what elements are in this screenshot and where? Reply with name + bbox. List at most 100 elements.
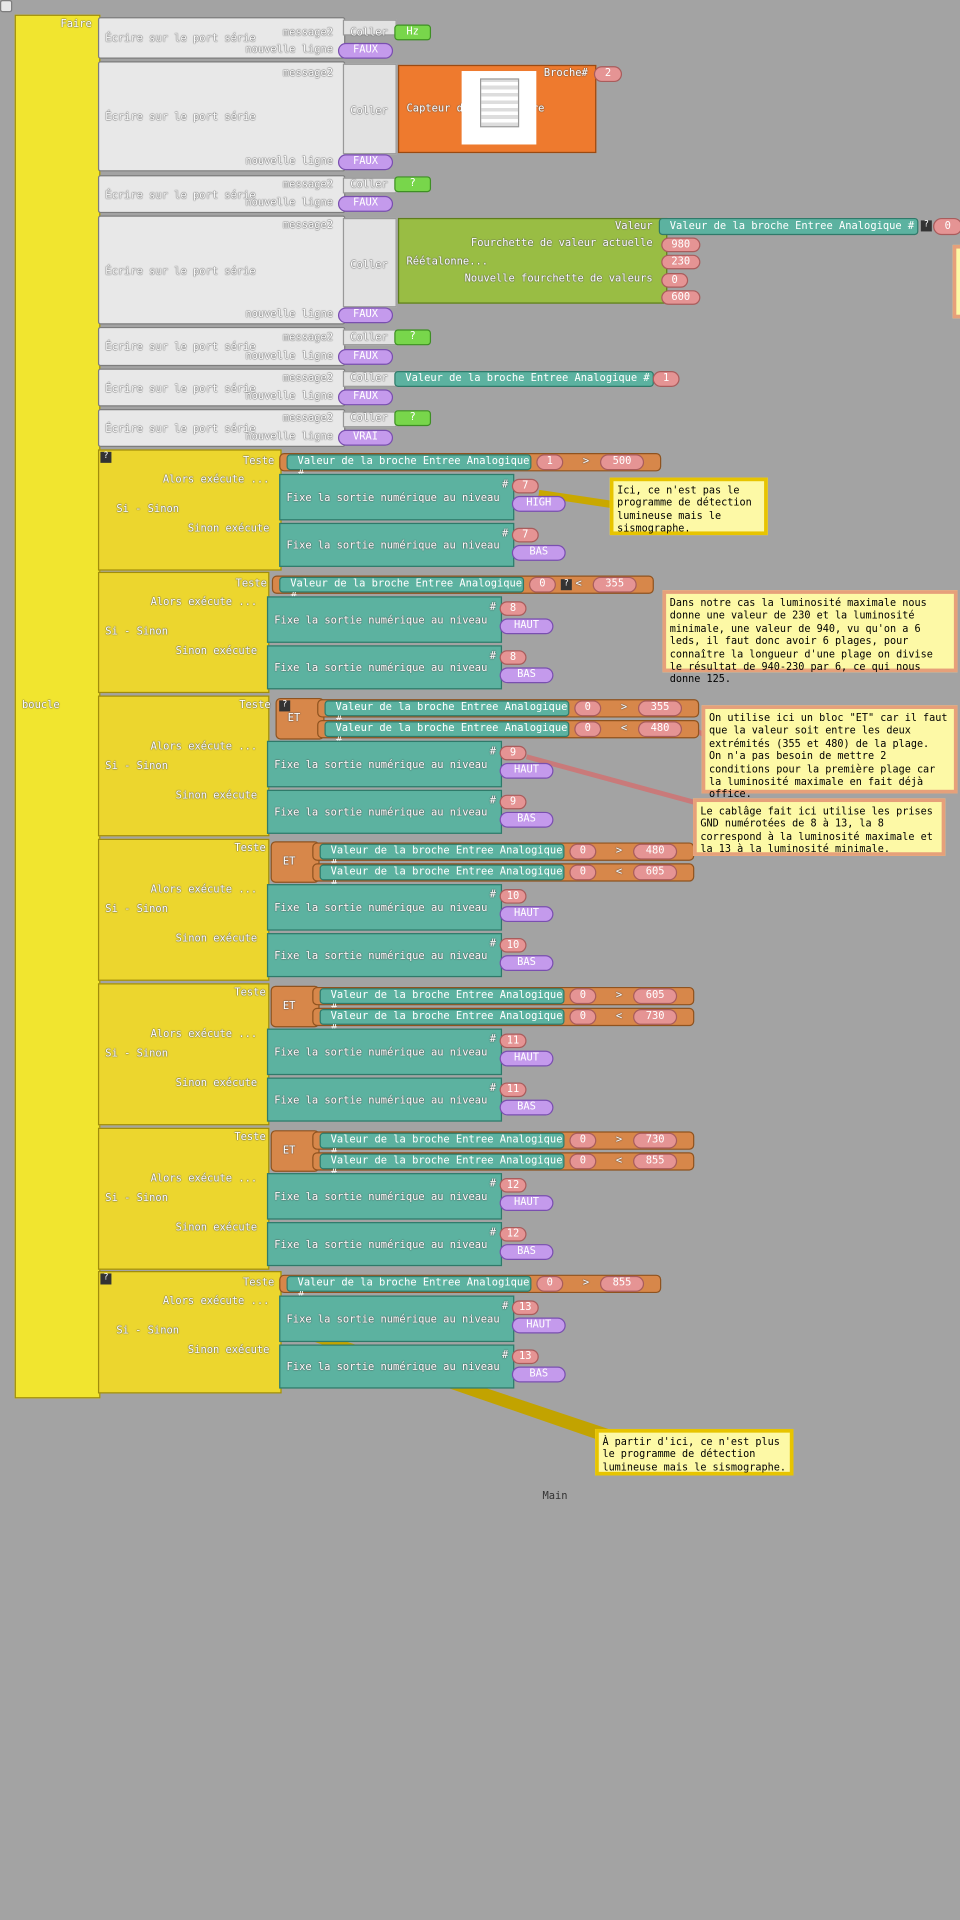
comment: Le cablâge fait ici utilise les prises G…: [693, 798, 946, 856]
newline-value: FAUX: [337, 195, 394, 212]
then-block: [279, 1295, 515, 1343]
compare-value: 355: [637, 700, 683, 717]
then-label: Alors exécute ...: [162, 473, 270, 487]
hash-label: #: [489, 888, 497, 902]
test-label: Teste: [242, 1277, 275, 1290]
if-block: [97, 571, 270, 694]
loop-label: boucle: [22, 699, 60, 712]
map-value-label: Valeur: [615, 220, 653, 233]
then-label: Alors exécute ...: [150, 1028, 258, 1041]
set-digital-label: Fixe la sortie numérique au niveau: [274, 1239, 488, 1252]
range-value: 0: [661, 273, 689, 288]
set-digital-label: Fixe la sortie numérique au niveau: [274, 1191, 488, 1204]
serial-block: [97, 61, 346, 172]
warning-icon: ?: [100, 1273, 112, 1285]
level-value: HAUT: [499, 618, 554, 635]
analog-block: Valeur de la broche Entree Analogique #: [286, 454, 532, 481]
and-block: [270, 985, 320, 1028]
operator: <: [615, 1010, 623, 1023]
pin-value: 0: [569, 988, 597, 1005]
ifelse-label: Si - Sinon: [116, 1324, 180, 1338]
else-block: [266, 1077, 503, 1122]
and-block: [275, 697, 325, 740]
and-block: [270, 841, 320, 883]
warning-icon: ?: [560, 579, 572, 591]
level-value: BAS: [499, 1244, 554, 1260]
set-digital-label: Fixe la sortie numérique au niveau: [286, 540, 500, 553]
pin-label: Broche#: [543, 67, 588, 80]
ifelse-label: Si - Sinon: [116, 503, 180, 516]
analog-block: Valeur de la broche Entree Analogique #: [286, 1275, 532, 1303]
hash-label: #: [489, 794, 497, 807]
compare-value: 730: [633, 1132, 678, 1149]
then-label: Alors exécute ...: [150, 596, 258, 609]
test-label: Teste: [234, 1131, 266, 1144]
text-block: ?: [394, 329, 432, 346]
pin-value: 0: [569, 1132, 597, 1149]
analog-block: Valeur de la broche Entree Analogique #: [319, 1153, 565, 1180]
test-label: Teste: [242, 455, 275, 468]
level-value: BAS: [499, 811, 554, 828]
else-block: [266, 933, 503, 978]
operator: >: [615, 989, 623, 1002]
paste-label: Coller: [350, 178, 388, 192]
compare-value: 855: [633, 1153, 678, 1170]
compare-value: 605: [633, 988, 678, 1005]
operator: >: [620, 701, 628, 714]
set-digital-label: Fixe la sortie numérique au niveau: [286, 1313, 500, 1327]
level-value: HAUT: [511, 1317, 566, 1334]
level-value: BAS: [499, 1099, 554, 1116]
pin-value: 12: [499, 1226, 527, 1242]
analog-block: Valeur de la broche Entree Analogique #: [319, 1008, 565, 1036]
analog-block: Valeur de la broche Entree Analogique #: [319, 843, 565, 871]
message-label: message2: [282, 26, 334, 40]
then-label: Alors exécute ...: [150, 1173, 258, 1186]
operator: <: [620, 722, 628, 735]
paste-label: Coller: [350, 258, 388, 272]
paste-label: Coller: [350, 372, 388, 385]
hash-label: #: [489, 1177, 497, 1191]
hash-label: #: [502, 478, 509, 492]
text-block: ?: [394, 176, 432, 193]
loop-block: [14, 14, 101, 1399]
paste-area: [342, 63, 397, 155]
map-name: Réétalonne...: [406, 255, 488, 269]
pin-value: 8: [499, 650, 527, 665]
pin-value: 12: [499, 1177, 527, 1193]
if-block: [97, 1271, 282, 1394]
analog-block: Valeur de la broche Entree Analogique #: [324, 700, 570, 727]
set-digital-label: Fixe la sortie numérique au niveau: [274, 1046, 488, 1060]
level-value: BAS: [511, 1366, 566, 1383]
hash-label: #: [502, 1300, 509, 1313]
serial-label: Écrire sur le port série: [105, 341, 256, 354]
compare-value: 480: [633, 843, 678, 860]
analog-block: Valeur de la broche Entree Analogique #: [324, 721, 570, 748]
hash-label: #: [489, 937, 497, 951]
else-block: [266, 789, 503, 834]
text-block: ?: [394, 410, 432, 427]
if-block: [97, 983, 270, 1126]
pin-value: 13: [511, 1300, 539, 1316]
set-digital-label: Fixe la sortie numérique au niveau: [274, 950, 488, 963]
newline-label: nouvelle ligne: [245, 390, 334, 403]
then-block: [266, 596, 503, 643]
analog-block: Valeur de la broche Entree Analogique #: [279, 576, 525, 604]
range-value: 230: [661, 254, 701, 270]
level-value: BAS: [499, 667, 554, 684]
warning-icon: ?: [100, 451, 112, 463]
analog-block: Valeur de la broche Entree Analogique #: [319, 864, 565, 891]
loop-do-label: Faire: [60, 18, 92, 31]
serial-label: Écrire sur le port série: [105, 189, 256, 202]
operator: >: [582, 455, 590, 468]
hash-label: #: [489, 601, 497, 614]
comment: On utilise ici un bloc "ET" car il faut …: [701, 705, 958, 800]
pin-value: 11: [499, 1082, 527, 1098]
warning-icon: ?: [279, 700, 291, 712]
pin-value: 0: [569, 1008, 597, 1025]
set-digital-label: Fixe la sortie numérique au niveau: [274, 902, 488, 915]
test-label: Teste: [235, 577, 267, 591]
operator: >: [615, 844, 623, 858]
comment-link: [538, 489, 613, 509]
pin-value: 1: [652, 371, 680, 387]
compare-value: 355: [592, 576, 637, 593]
